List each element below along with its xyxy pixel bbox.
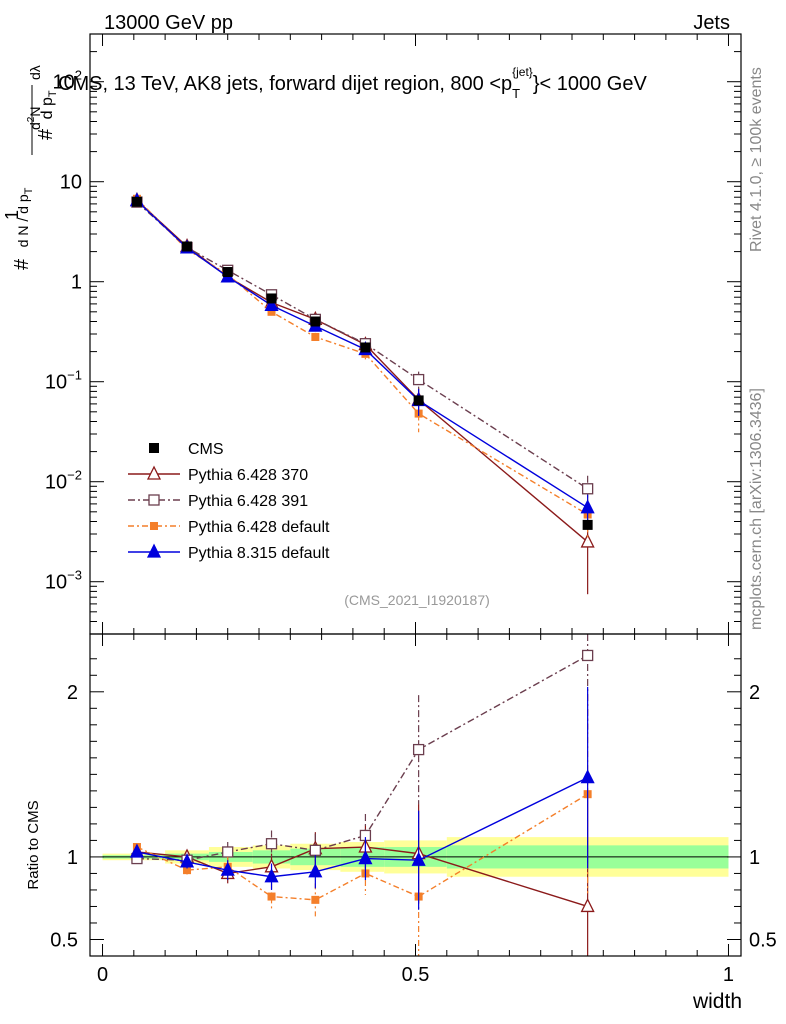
main-panel-data-points — [131, 196, 593, 530]
data-point — [311, 332, 320, 341]
legend-entry-cms: CMS — [149, 441, 224, 458]
legend-label: Pythia 8.315 default — [188, 545, 330, 562]
series-line — [136, 201, 589, 490]
svg-text:dλ: dλ — [27, 65, 43, 80]
ratio-point — [265, 838, 278, 850]
ratio-y-axis-label: Ratio to CMS — [25, 800, 42, 889]
legend-label: CMS — [188, 441, 224, 458]
header-jets-label: Jets — [693, 12, 730, 34]
ratio-point — [580, 898, 595, 913]
ratio-y-tick-label-right: 0.5 — [749, 929, 777, 951]
data-point — [264, 296, 279, 312]
cms-data-point — [131, 196, 142, 207]
cms-data-point — [222, 267, 233, 278]
cms-data-point — [360, 342, 371, 353]
analysis-id-label: (CMS_2021_I1920187) — [344, 592, 490, 608]
ratio-y-tick-label: 1 — [67, 847, 78, 869]
y-tick-label: 10−3 — [45, 568, 82, 594]
ratio-point — [311, 895, 320, 904]
legend-entry-pythia-6-428-default: Pythia 6.428 default — [128, 519, 330, 536]
y-tick-label: 10−2 — [45, 468, 82, 494]
legend: CMS Pythia 6.428 370 Pythia 6.428 391 Pythi… — [128, 441, 330, 562]
legend-marker — [146, 465, 162, 480]
y-tick-label: 102 — [53, 68, 82, 94]
data-point — [581, 483, 594, 495]
rivet-version-label: Rivet 4.1.0, ≥ 100k events — [748, 67, 765, 252]
legend-marker — [146, 543, 162, 558]
ratio-point — [411, 851, 426, 866]
series-line — [136, 199, 589, 543]
ratio-line — [136, 846, 588, 908]
legend-entry-pythia-6-428-391: Pythia 6.428 391 — [128, 493, 308, 510]
ratio-panel-frame — [89, 633, 742, 957]
y-tick-label: 1 — [71, 272, 82, 294]
series-pythia-6-428-default — [132, 194, 592, 541]
ratio-y-tick-label: 0.5 — [50, 929, 78, 951]
svg-text:1: 1 — [2, 210, 22, 220]
mcplots-label: mcplots.cern.ch [arXiv:1306.3436] — [748, 388, 765, 630]
legend-marker — [148, 494, 160, 506]
cms-data-point — [182, 241, 193, 252]
ratio-point — [220, 861, 235, 876]
ratio-point — [580, 769, 595, 784]
axis-ticks: 0 0.5 1 10−3 10−2 10−1 1 10 102 0.5 0.5 1 1 2 2 — [45, 33, 777, 986]
legend-label: Pythia 6.428 370 — [188, 467, 308, 484]
data-point — [267, 307, 276, 316]
ratio-point — [358, 850, 373, 865]
svg-text:# d N / d pT: # d N / d pT — [11, 187, 35, 270]
ratio-point — [183, 866, 192, 875]
ratio-point — [222, 846, 234, 858]
series-line — [136, 200, 589, 509]
y-tick-label: 10 — [60, 172, 82, 194]
main-y-axis-label: # d N / d pT 1 # d pT d2N dλ — [2, 65, 59, 270]
x-axis-label: width — [692, 990, 742, 1013]
series-line — [136, 198, 588, 516]
data-point — [580, 533, 595, 548]
ratio-panel-series — [129, 634, 595, 956]
ratio-point — [412, 743, 425, 756]
ratio-y-tick-label: 2 — [67, 682, 78, 704]
legend-marker — [149, 443, 159, 453]
ratio-point — [267, 892, 276, 901]
cms-data-point — [266, 293, 277, 304]
ratio-point — [129, 843, 144, 858]
ratio-line — [136, 777, 588, 878]
svg-text:# d pT: # d pT — [35, 90, 59, 140]
ratio-point — [264, 868, 279, 883]
legend-label: Pythia 6.428 default — [188, 519, 330, 536]
ratio-line — [136, 793, 589, 901]
cms-data-point — [310, 316, 321, 327]
ratio-series-pythia-8-315-default — [129, 686, 595, 910]
cms-data-point — [582, 519, 593, 530]
x-tick-label: 1 — [723, 964, 734, 986]
ratio-y-tick-label-right: 1 — [749, 847, 760, 869]
cms-data-point — [413, 395, 424, 406]
data-point — [580, 499, 595, 514]
chart-title: CMS, 13 TeV, AK8 jets, forward dijet reg… — [58, 65, 647, 101]
x-tick-label: 0.5 — [402, 964, 430, 986]
legend-entry-pythia-8-315-default: Pythia 8.315 default — [128, 543, 330, 562]
ratio-point — [308, 863, 323, 878]
main-panel-frame — [89, 33, 742, 635]
legend-label: Pythia 6.428 391 — [188, 493, 308, 510]
ratio-series-pythia-6-428-default — [132, 695, 592, 956]
x-tick-label: 0 — [97, 964, 108, 986]
legend-marker — [150, 522, 158, 530]
legend-entry-pythia-6-428-370: Pythia 6.428 370 — [128, 465, 308, 484]
header-beam-label: 13000 GeV pp — [104, 12, 233, 34]
ratio-line — [136, 654, 588, 861]
ratio-point — [581, 649, 594, 662]
y-tick-label: 10−1 — [45, 368, 82, 394]
ratio-point — [179, 853, 195, 868]
data-point — [412, 373, 425, 386]
ratio-point — [309, 844, 321, 856]
ratio-series-pythia-6-428-391 — [131, 634, 594, 867]
ratio-y-tick-label-right: 2 — [749, 682, 760, 704]
